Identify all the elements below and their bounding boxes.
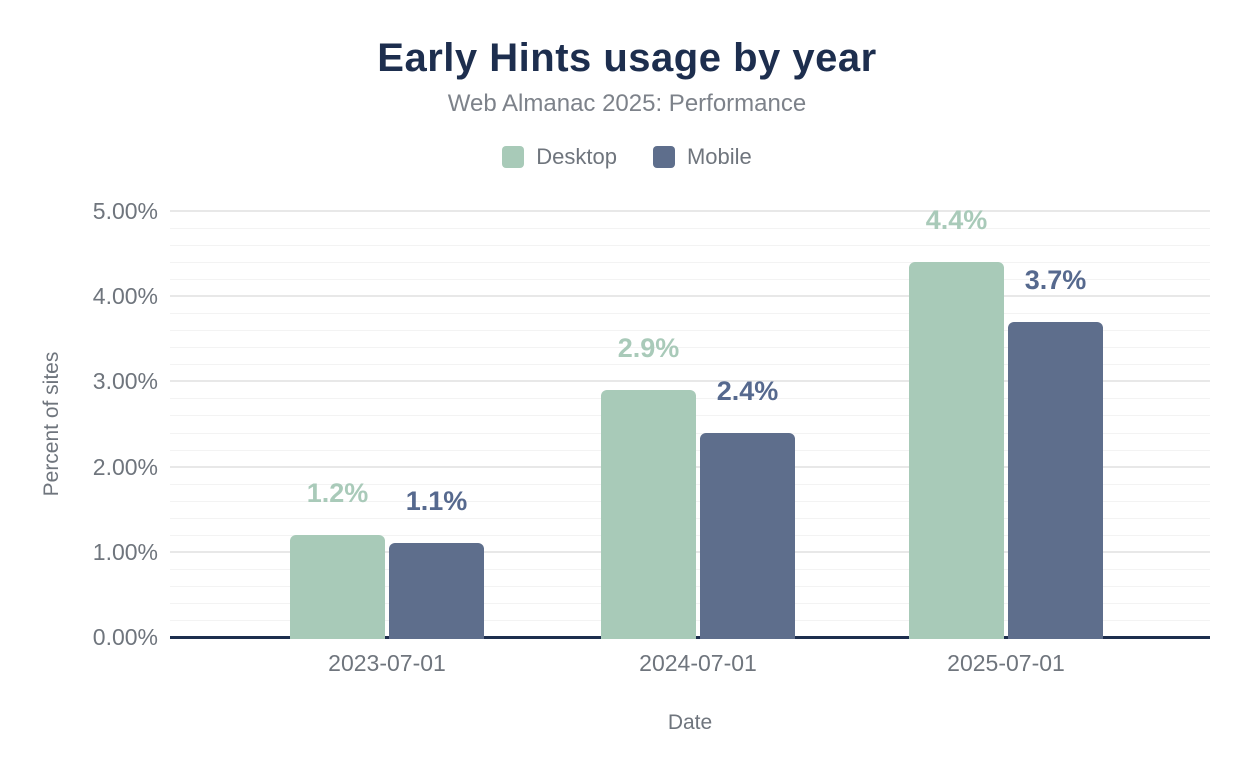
legend-label-desktop: Desktop xyxy=(536,144,617,169)
legend-item-mobile: Mobile xyxy=(652,144,752,170)
bar-value-label-mobile-2025-07-01: 3.7% xyxy=(1024,264,1087,295)
bar-desktop-2023-07-01[interactable] xyxy=(290,534,385,639)
gridline-minor xyxy=(170,364,1210,366)
x-tick-label-2023-07-01: 2023-07-01 xyxy=(328,650,446,676)
gridline-minor xyxy=(170,330,1210,332)
gridline-minor xyxy=(170,262,1210,264)
bar-value-label-desktop-2025-07-01: 4.4% xyxy=(925,205,988,236)
bar-mobile-2024-07-01[interactable] xyxy=(700,432,795,639)
chart-title: Early Hints usage by year xyxy=(377,36,877,80)
x-tick-label-2025-07-01: 2025-07-01 xyxy=(947,650,1065,676)
bar-value-label-desktop-2023-07-01: 1.2% xyxy=(306,477,369,508)
legend-swatch-desktop xyxy=(502,146,525,168)
bar-value-label-mobile-2024-07-01: 2.4% xyxy=(716,375,779,406)
bar-mobile-2023-07-01[interactable] xyxy=(389,543,484,639)
bar-desktop-2025-07-01[interactable] xyxy=(909,262,1004,639)
x-axis-title: Date xyxy=(667,711,713,734)
legend-label-mobile: Mobile xyxy=(686,144,752,169)
y-tick-label: 1.00% xyxy=(92,538,158,565)
bar-mobile-2025-07-01[interactable] xyxy=(1008,321,1103,639)
bar-value-label-desktop-2024-07-01: 2.9% xyxy=(617,332,680,363)
y-tick-label: 4.00% xyxy=(92,283,158,310)
gridline-major xyxy=(170,295,1210,298)
x-tick-label-2024-07-01: 2024-07-01 xyxy=(639,650,757,676)
chart-subtitle: Web Almanac 2025: Performance xyxy=(447,90,807,117)
legend-item-desktop: Desktop xyxy=(502,144,617,170)
y-tick-label: 0.00% xyxy=(92,624,158,650)
gridline-major xyxy=(170,380,1210,383)
bar-desktop-2024-07-01[interactable] xyxy=(601,389,696,639)
gridline-minor xyxy=(170,245,1210,247)
plot-area: 1.2% 1.1% 2.9% 2.4% 4.4% 3.7% xyxy=(170,205,1210,639)
y-tick-label: 2.00% xyxy=(92,453,158,480)
gridline-minor xyxy=(170,347,1210,349)
legend: Desktop Mobile xyxy=(0,144,1254,170)
legend-swatch-mobile xyxy=(652,146,675,168)
gridline-minor xyxy=(170,313,1210,315)
y-tick-label: 5.00% xyxy=(92,198,158,224)
bar-value-label-mobile-2023-07-01: 1.1% xyxy=(405,486,468,517)
y-tick-label: 3.00% xyxy=(92,368,158,395)
gridline-minor xyxy=(170,228,1210,230)
gridline-minor xyxy=(170,279,1210,281)
gridline-major xyxy=(170,210,1210,212)
